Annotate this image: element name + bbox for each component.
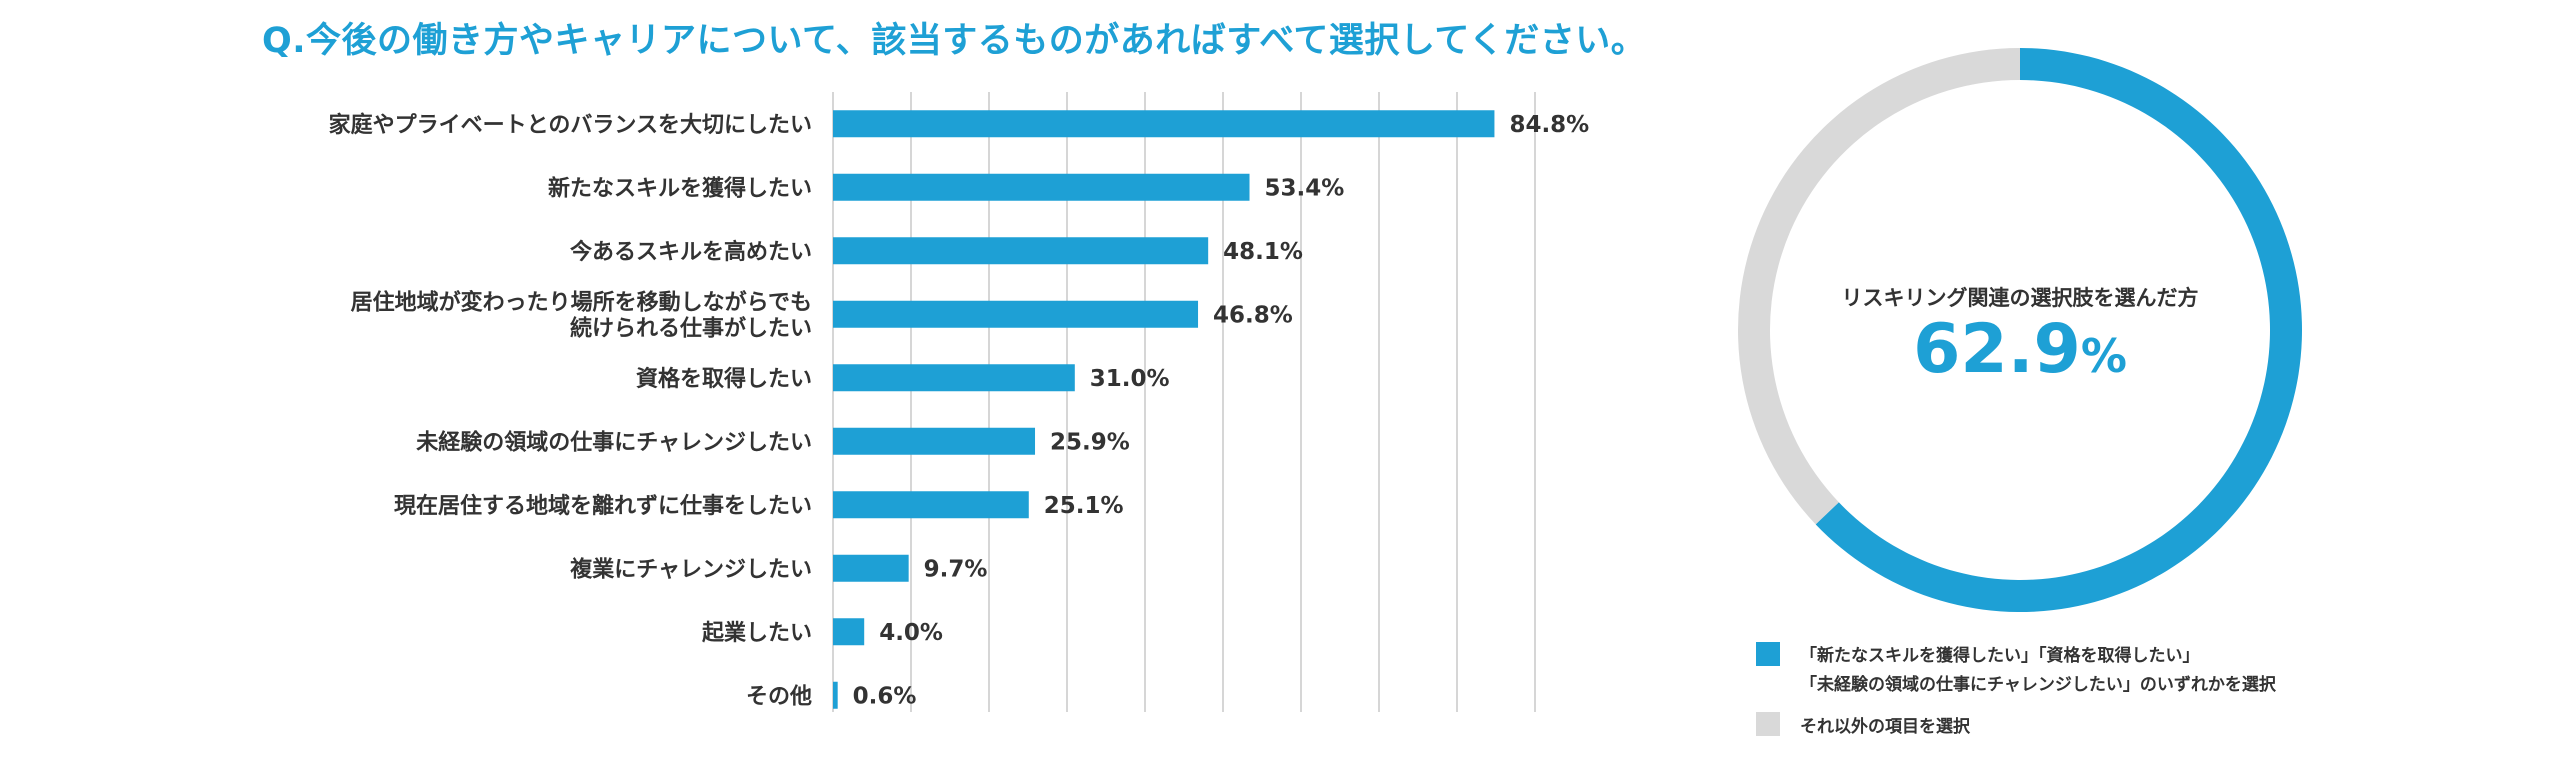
bar-1 xyxy=(833,173,1250,201)
category-label-8: 起業したい xyxy=(701,621,812,646)
legend-swatch-reskilling xyxy=(1756,642,1780,666)
legend-text-reskilling-line1: 「新たなスキルを獲得したい」「資格を取得したい」 xyxy=(1800,646,2200,666)
value-label-5: 25.9% xyxy=(1050,429,1130,455)
bar-0 xyxy=(833,110,1495,138)
category-label-7: 複業にチャレンジしたい xyxy=(570,556,812,582)
category-label-6: 現在居住する地域を離れずに仕事をしたい xyxy=(394,493,812,519)
legend-swatch-other xyxy=(1756,712,1780,736)
donut-center-value: 62.9% xyxy=(1820,316,2220,384)
bar-8 xyxy=(833,618,865,646)
donut-center-number: 62.9 xyxy=(1913,310,2081,389)
category-label-5: 未経験の領域の仕事にチャレンジしたい xyxy=(416,429,812,455)
bar-5 xyxy=(833,427,1036,455)
value-label-0: 84.8% xyxy=(1509,112,1589,138)
legend-text-reskilling-line2: 「未経験の領域の仕事にチャレンジしたい」のいずれかを選択 xyxy=(1800,675,2276,695)
category-label-9: その他 xyxy=(746,684,812,709)
category-label-3-line1: 居住地域が変わったり場所を移動しながらでも xyxy=(351,289,812,315)
category-label-4: 資格を取得したい xyxy=(636,366,812,392)
question-title: Q.今後の働き方やキャリアについて、該当するものがあればすべて選択してください。 xyxy=(262,21,1647,61)
category-label-0: 家庭やプライベートとのバランスを大切にしたい xyxy=(329,112,812,138)
bar-chart: 84.8% 家庭やプライベートとのバランスを大切にしたい 53.4% 新たなスキルを獲… xyxy=(329,92,1590,712)
donut-center-caption: リスキリング関連の選択肢を選んだ方 xyxy=(1841,286,2199,310)
donut-slice-0 xyxy=(1815,48,2302,612)
bars xyxy=(833,110,1495,709)
bar-9 xyxy=(833,681,838,709)
bar-labels: 84.8% 家庭やプライベートとのバランスを大切にしたい 53.4% 新たなスキルを獲… xyxy=(329,112,1590,710)
donut-slice-1 xyxy=(1737,48,2020,525)
bar-7 xyxy=(833,554,909,582)
bar-4 xyxy=(833,364,1075,392)
value-label-7: 9.7% xyxy=(924,556,988,582)
bar-6 xyxy=(833,491,1029,519)
donut-center-unit: % xyxy=(2080,329,2127,383)
value-label-4: 31.0% xyxy=(1090,366,1170,392)
category-label-2: 今あるスキルを高めたい xyxy=(570,239,812,265)
value-label-8: 4.0% xyxy=(879,620,943,646)
category-label-3-line2: 続けられる仕事がしたい xyxy=(570,315,812,341)
bar-2 xyxy=(833,237,1209,265)
value-label-2: 48.1% xyxy=(1223,239,1303,265)
value-label-6: 25.1% xyxy=(1044,493,1124,519)
value-label-9: 0.6% xyxy=(853,683,917,709)
value-label-1: 53.4% xyxy=(1265,175,1345,201)
bar-3 xyxy=(833,300,1199,328)
value-label-3: 46.8% xyxy=(1213,302,1293,328)
legend-text-other: それ以外の項目を選択 xyxy=(1800,717,1970,737)
category-label-1: 新たなスキルを獲得したい xyxy=(548,175,812,201)
